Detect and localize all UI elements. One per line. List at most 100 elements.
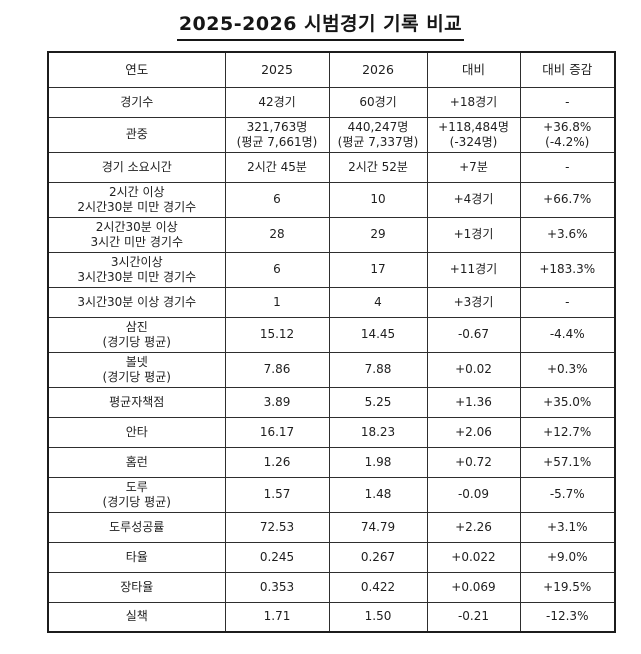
cell-change: +12.7% [519, 416, 616, 448]
row-label: 경기수 [47, 86, 226, 118]
cell-2026: 29 [328, 216, 428, 253]
table-row: 도루성공률 72.53 74.79 +2.26 +3.1% [47, 511, 616, 543]
cell-2025: 3.89 [224, 386, 330, 418]
row-label: 홈런 [47, 446, 226, 478]
cell-2026: 0.422 [328, 571, 428, 603]
row-label: 2시간30분 이상 3시간 미만 경기수 [47, 216, 226, 253]
header-cell-2025: 2025 [224, 51, 330, 88]
cell-change: - [519, 86, 616, 118]
table-row: 3시간이상 3시간30분 미만 경기수 6 17 +11경기 +183.3% [47, 251, 616, 288]
cell-2026: 1.48 [328, 476, 428, 513]
table-row: 경기수 42경기 60경기 +18경기 - [47, 86, 616, 118]
row-label: 2시간 이상 2시간30분 미만 경기수 [47, 181, 226, 218]
row-label: 도루 (경기당 평균) [47, 476, 226, 513]
cell-2026: 18.23 [328, 416, 428, 448]
table-row: 실책 1.71 1.50 -0.21 -12.3% [47, 601, 616, 633]
header-cell-diff: 대비 [426, 51, 521, 88]
cell-diff: +3경기 [426, 286, 521, 318]
cell-diff: +11경기 [426, 251, 521, 288]
cell-2026: 74.79 [328, 511, 428, 543]
table-body: 경기수 42경기 60경기 +18경기 - 관중 321,763명 (평균 7,661명) 4… [47, 86, 616, 633]
cell-2026: 5.25 [328, 386, 428, 418]
records-comparison-table: 연도 2025 2026 대비 대비 증감 경기수 42경기 60경기 +18경기 - 관… [47, 51, 616, 633]
cell-change: -4.4% [519, 316, 616, 353]
cell-diff: -0.09 [426, 476, 521, 513]
cell-2025: 72.53 [224, 511, 330, 543]
cell-change: -5.7% [519, 476, 616, 513]
cell-diff: +0.72 [426, 446, 521, 478]
cell-change: +19.5% [519, 571, 616, 603]
cell-2026: 1.98 [328, 446, 428, 478]
cell-change: -12.3% [519, 601, 616, 633]
cell-2026: 2시간 52분 [328, 151, 428, 183]
row-label: 볼넷 (경기당 평균) [47, 351, 226, 388]
cell-2025: 1 [224, 286, 330, 318]
cell-diff: +7분 [426, 151, 521, 183]
cell-diff: +1.36 [426, 386, 521, 418]
cell-2025: 321,763명 (평균 7,661명) [224, 116, 330, 153]
table-row: 안타 16.17 18.23 +2.06 +12.7% [47, 416, 616, 448]
row-label: 관중 [47, 116, 226, 153]
row-label: 경기 소요시간 [47, 151, 226, 183]
cell-2026: 4 [328, 286, 428, 318]
cell-2025: 1.26 [224, 446, 330, 478]
title-container: 2025-2026 시범경기 기록 비교 [0, 9, 641, 41]
row-label: 장타율 [47, 571, 226, 603]
cell-2026: 440,247명 (평균 7,337명) [328, 116, 428, 153]
cell-diff: -0.21 [426, 601, 521, 633]
table-row: 평균자책점 3.89 5.25 +1.36 +35.0% [47, 386, 616, 418]
cell-2025: 7.86 [224, 351, 330, 388]
row-label: 3시간30분 이상 경기수 [47, 286, 226, 318]
cell-diff: +2.06 [426, 416, 521, 448]
cell-2026: 17 [328, 251, 428, 288]
page-title: 2025-2026 시범경기 기록 비교 [176, 9, 465, 41]
cell-diff: +0.069 [426, 571, 521, 603]
cell-2025: 0.245 [224, 541, 330, 573]
table-row: 관중 321,763명 (평균 7,661명) 440,247명 (평균 7,337… [47, 116, 616, 153]
cell-2026: 60경기 [328, 86, 428, 118]
row-label: 도루성공률 [47, 511, 226, 543]
row-label: 평균자책점 [47, 386, 226, 418]
cell-diff: -0.67 [426, 316, 521, 353]
cell-change: - [519, 151, 616, 183]
cell-change: +35.0% [519, 386, 616, 418]
cell-2025: 1.71 [224, 601, 330, 633]
cell-change: +3.6% [519, 216, 616, 253]
row-label: 안타 [47, 416, 226, 448]
cell-diff: +2.26 [426, 511, 521, 543]
header-cell-change: 대비 증감 [519, 51, 616, 88]
table-row: 홈런 1.26 1.98 +0.72 +57.1% [47, 446, 616, 478]
cell-2025: 6 [224, 181, 330, 218]
cell-2025: 15.12 [224, 316, 330, 353]
cell-diff: +1경기 [426, 216, 521, 253]
table-row: 볼넷 (경기당 평균) 7.86 7.88 +0.02 +0.3% [47, 351, 616, 388]
table-row: 타율 0.245 0.267 +0.022 +9.0% [47, 541, 616, 573]
cell-2026: 14.45 [328, 316, 428, 353]
cell-diff: +0.022 [426, 541, 521, 573]
header-cell-category: 연도 [47, 51, 226, 88]
table-row: 도루 (경기당 평균) 1.57 1.48 -0.09 -5.7% [47, 476, 616, 513]
cell-2025: 1.57 [224, 476, 330, 513]
cell-change: +66.7% [519, 181, 616, 218]
row-label: 삼진 (경기당 평균) [47, 316, 226, 353]
cell-2025: 28 [224, 216, 330, 253]
header-cell-2026: 2026 [328, 51, 428, 88]
cell-2026: 10 [328, 181, 428, 218]
row-label: 3시간이상 3시간30분 미만 경기수 [47, 251, 226, 288]
cell-change: +9.0% [519, 541, 616, 573]
cell-change: - [519, 286, 616, 318]
cell-2025: 42경기 [224, 86, 330, 118]
cell-2025: 0.353 [224, 571, 330, 603]
cell-2026: 1.50 [328, 601, 428, 633]
table-header-row: 연도 2025 2026 대비 대비 증감 [47, 51, 616, 88]
cell-change: +3.1% [519, 511, 616, 543]
cell-diff: +0.02 [426, 351, 521, 388]
cell-2025: 6 [224, 251, 330, 288]
table-row: 삼진 (경기당 평균) 15.12 14.45 -0.67 -4.4% [47, 316, 616, 353]
cell-2026: 0.267 [328, 541, 428, 573]
cell-diff: +118,484명 (-324명) [426, 116, 521, 153]
cell-change: +57.1% [519, 446, 616, 478]
cell-2025: 2시간 45분 [224, 151, 330, 183]
cell-2026: 7.88 [328, 351, 428, 388]
